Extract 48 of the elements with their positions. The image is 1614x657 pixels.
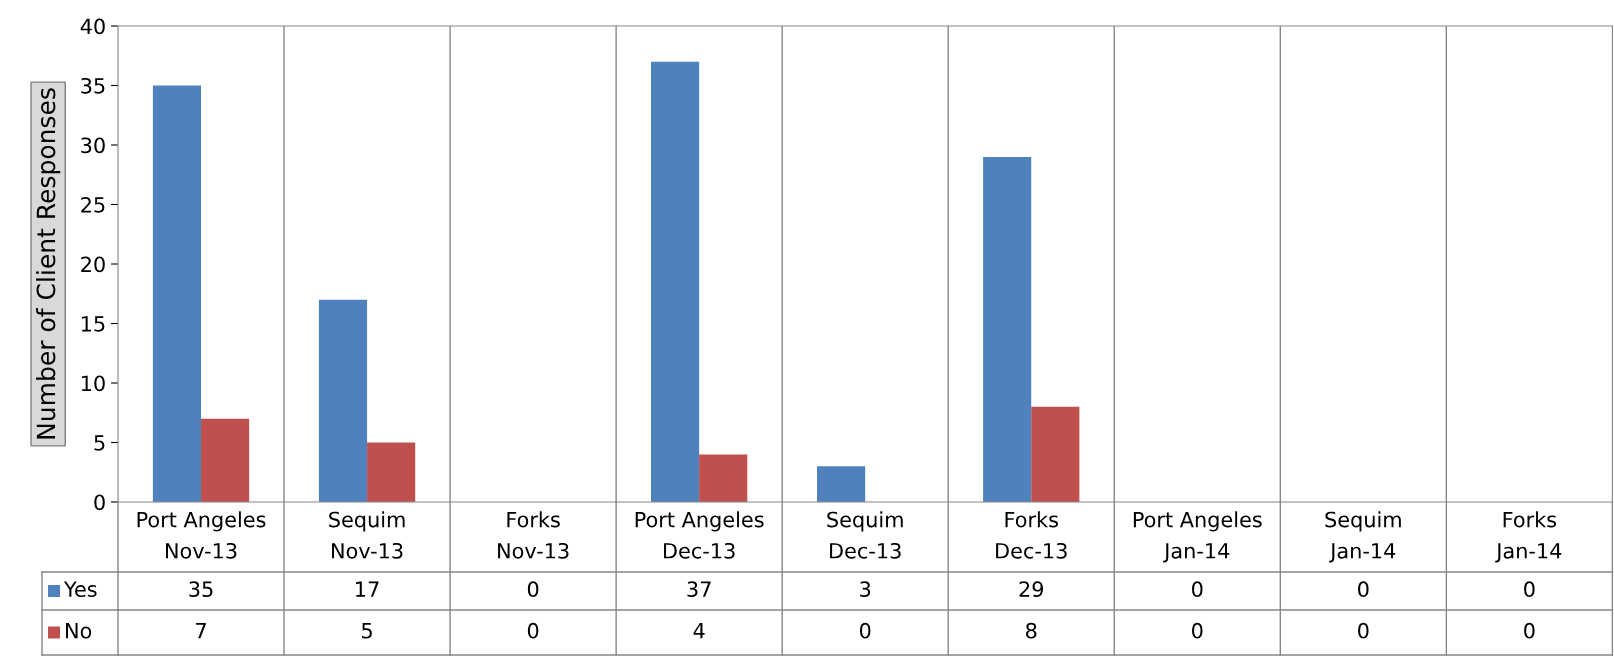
y-tick-label: 20 xyxy=(81,256,105,273)
x-tick-label: Sequim Jan-14 xyxy=(1325,511,1401,563)
x-tick-label: Sequim Nov-13 xyxy=(329,511,405,559)
data-label: 17 xyxy=(356,581,379,597)
legend-label: Yes xyxy=(63,581,97,598)
data-label: 0 xyxy=(1358,622,1369,639)
bar xyxy=(817,466,866,502)
bar xyxy=(318,299,368,502)
bar xyxy=(699,454,748,502)
y-tick-label: 15 xyxy=(81,316,105,332)
data-label: 29 xyxy=(1019,581,1044,598)
legend-label: No xyxy=(66,623,92,639)
y-axis-title: Number of Client Responses xyxy=(36,88,61,439)
bar xyxy=(152,85,202,502)
y-tick-label: 10 xyxy=(81,375,105,392)
data-label: 0 xyxy=(1524,622,1535,639)
y-tick-label: 40 xyxy=(80,18,105,35)
bar xyxy=(367,442,416,502)
data-label: 0 xyxy=(527,622,539,639)
data-label: 3 xyxy=(860,581,871,598)
data-label: 7 xyxy=(196,623,206,639)
data-label: 4 xyxy=(693,623,705,639)
data-label: 0 xyxy=(1192,622,1203,639)
bar xyxy=(651,61,700,502)
data-label: 0 xyxy=(1192,581,1203,598)
x-tick-label: Port Angeles Nov-13 xyxy=(137,511,266,559)
x-tick-label: Sequim Dec-13 xyxy=(827,511,903,559)
data-label: 0 xyxy=(859,622,871,639)
y-tick-label: 5 xyxy=(94,435,105,451)
y-tick-label: 30 xyxy=(81,137,105,154)
bar xyxy=(1031,406,1080,502)
bar xyxy=(201,418,250,502)
y-tick-label: 35 xyxy=(81,77,105,94)
data-label: 37 xyxy=(687,581,711,598)
data-label: 0 xyxy=(1358,581,1369,598)
data-label: 0 xyxy=(527,581,539,598)
y-tick-label: 0 xyxy=(94,494,105,511)
x-tick-label: Forks Dec-13 xyxy=(996,511,1067,559)
x-tick-label: Port Angeles Dec-13 xyxy=(635,511,764,559)
x-tick-label: Forks Jan-14 xyxy=(1495,511,1562,563)
x-tick-label: Forks Nov-13 xyxy=(498,511,569,559)
y-tick-label: 25 xyxy=(81,196,105,213)
data-label: 0 xyxy=(1524,581,1535,598)
bar xyxy=(983,156,1032,502)
data-label: 35 xyxy=(189,581,213,598)
data-label: 5 xyxy=(362,623,372,639)
x-tick-label: Port Angeles Jan-14 xyxy=(1133,511,1262,563)
data-label: 8 xyxy=(1026,622,1037,639)
